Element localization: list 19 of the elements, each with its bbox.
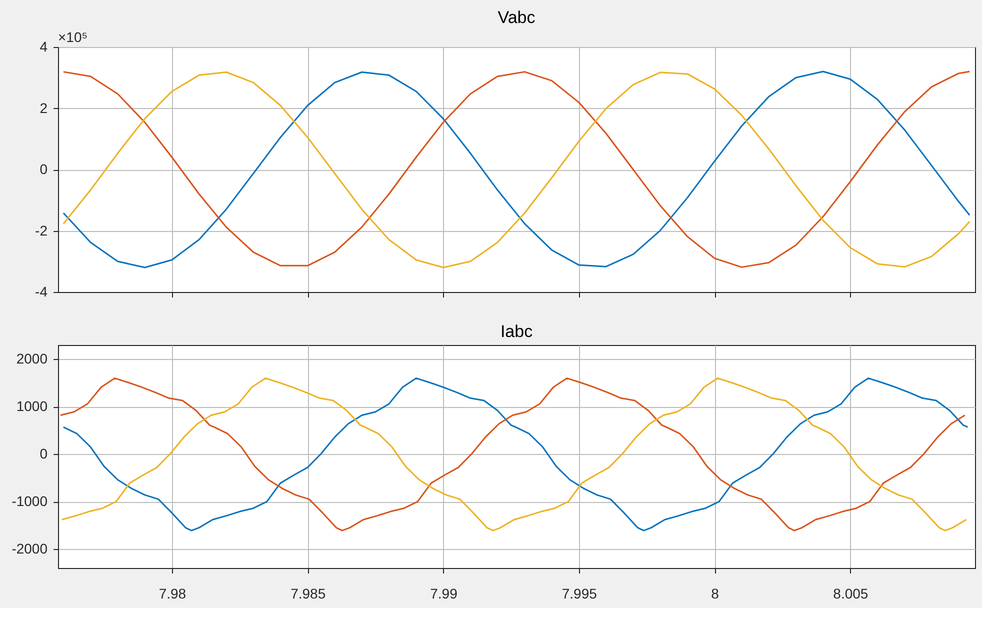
y-tick-label: 1000 [16, 398, 48, 414]
x-tick-label: 7.985 [290, 586, 326, 602]
text: ×10⁵ [58, 29, 88, 45]
y-tick-label: 2000 [16, 350, 48, 367]
y-tick-label: -1000 [12, 493, 48, 510]
chart-title: Iabc [500, 322, 534, 341]
x-tick-label: 7.99 [430, 586, 458, 602]
x-tick-label: 8 [711, 586, 720, 602]
y-tick-label: -4 [35, 284, 48, 300]
chart-title: Vabc [498, 8, 536, 27]
x-tick-label: 7.98 [158, 586, 186, 602]
x-tick-label: 7.995 [562, 586, 598, 602]
y-tick-label: 0 [40, 446, 48, 462]
y-tick-label: 0 [40, 161, 48, 177]
x-tick-label: 8.005 [833, 586, 868, 602]
y-tick-label: -2 [35, 222, 48, 238]
y-tick-label: -2000 [12, 540, 48, 557]
y-tick-label: 4 [40, 38, 48, 54]
y-tick-label: 2 [40, 100, 48, 116]
